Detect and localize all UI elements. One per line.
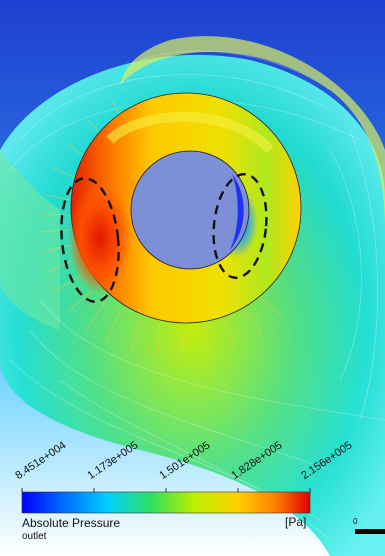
- hub-circle: [130, 150, 250, 270]
- legend-unit: [Pa]: [285, 515, 307, 529]
- left-dashed-ellipse: [60, 177, 120, 303]
- legend-colorbar: [21, 491, 311, 514]
- scale-bar: [355, 529, 385, 534]
- high-pressure-region: [68, 182, 132, 294]
- scale-bar-zero-label: 0: [353, 517, 358, 526]
- legend-subtitle: outlet: [22, 531, 47, 542]
- right-dashed-ellipse: [212, 173, 268, 279]
- legend-title: Absolute Pressure: [22, 516, 121, 530]
